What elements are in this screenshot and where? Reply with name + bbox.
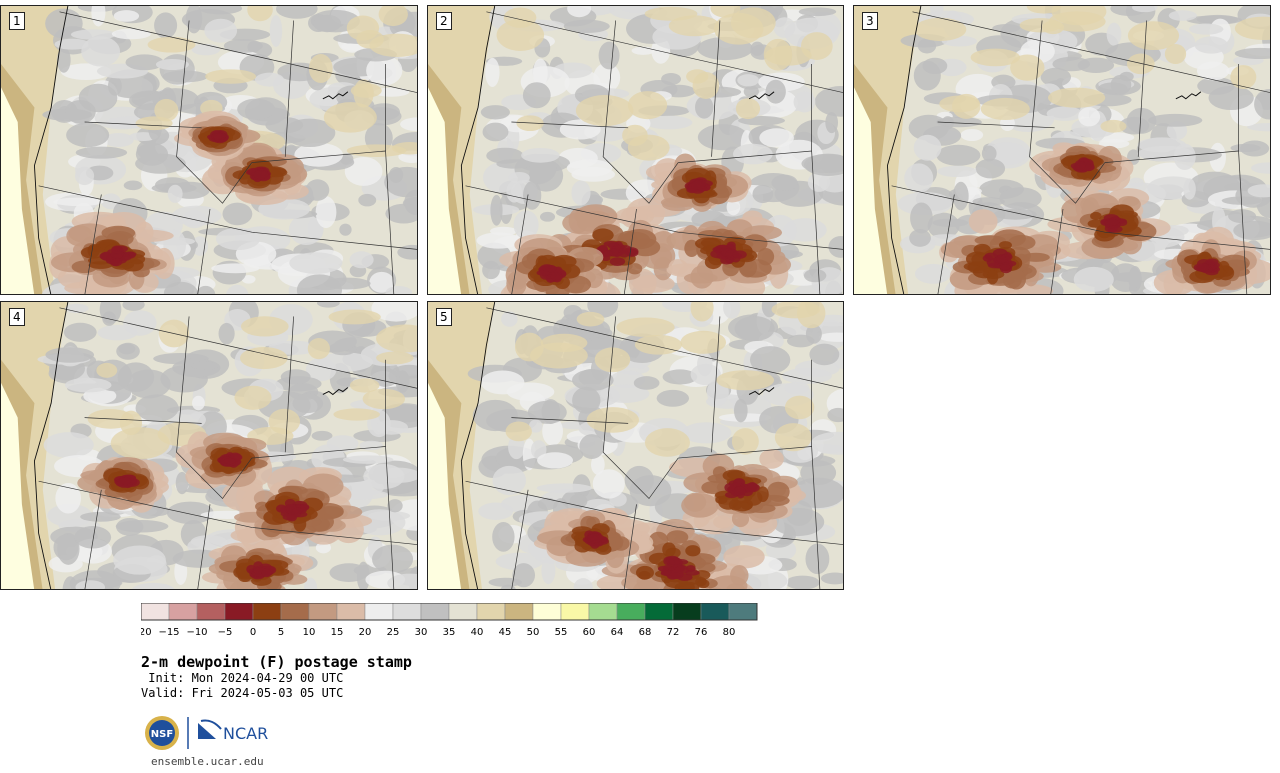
colorbar-swatch [616, 603, 646, 621]
colorbar-swatch [560, 603, 590, 621]
colorbar-swatch [364, 603, 394, 621]
colorbar-swatch [392, 603, 422, 621]
colorbar-tick-label: −15 [158, 627, 179, 638]
colorbar-swatch [700, 603, 730, 621]
colorbar-tick-label: 68 [639, 627, 652, 638]
member-label: 4 [9, 308, 25, 326]
ensemble-member-5-map: 5 [427, 301, 844, 590]
member-label: 2 [436, 12, 452, 30]
valid-time: Valid: Fri 2024-05-03 05 UTC [141, 686, 344, 700]
colorbar-swatch [532, 603, 562, 621]
colorbar-tick-label: 5 [278, 627, 284, 638]
colorbar-swatch [224, 603, 254, 621]
colorbar-tick-label: 80 [723, 627, 736, 638]
colorbar-swatch [336, 603, 366, 621]
colorbar-tick-label: −10 [186, 627, 207, 638]
nsf-logo-text: NSF [151, 729, 173, 740]
dewpoint-colorbar: −20 −15 −10 −5 0 5 10 15 20 25 30 35 40 45 50 55 60 64 68 7… [141, 603, 758, 638]
colorbar-tick-label: 10 [303, 627, 316, 638]
colorbar-tick-label: −5 [218, 627, 233, 638]
ncar-logo-text: NCAR [223, 724, 268, 743]
colorbar-tick-label: 76 [695, 627, 708, 638]
colorbar-tick-label: 0 [250, 627, 256, 638]
colorbar-swatch [672, 603, 702, 621]
site-url: ensemble.ucar.edu [151, 755, 264, 768]
ncar-mark-icon [198, 723, 216, 739]
plot-title: 2-m dewpoint (F) postage stamp [141, 653, 412, 671]
colorbar-tick-label: 72 [667, 627, 680, 638]
colorbar-tick-label: 30 [415, 627, 428, 638]
ensemble-member-3-map: 3 [853, 5, 1271, 295]
colorbar-swatch [196, 603, 226, 621]
colorbar-swatch [504, 603, 534, 621]
colorbar-tick-label: 25 [387, 627, 400, 638]
member-label: 5 [436, 308, 452, 326]
dewpoint-map-4 [1, 302, 417, 589]
member-label: 3 [862, 12, 878, 30]
ensemble-member-1-map: 1 [0, 5, 418, 295]
nsf-ncar-logo: NSF NCAR [145, 716, 268, 750]
colorbar-tick-label: 64 [611, 627, 624, 638]
ensemble-member-2-map: 2 [427, 5, 844, 295]
colorbar-tick-label: 15 [331, 627, 344, 638]
colorbar-tick-label: 50 [527, 627, 540, 638]
colorbar-swatch [728, 603, 758, 621]
colorbar-swatch [420, 603, 450, 621]
colorbar-swatch [476, 603, 506, 621]
dewpoint-map-1 [1, 6, 417, 294]
dewpoint-map-2 [428, 6, 843, 294]
colorbar-tick-label: 20 [359, 627, 372, 638]
colorbar-swatch [588, 603, 618, 621]
ncar-swoosh-icon [200, 719, 222, 730]
colorbar-swatch [280, 603, 310, 621]
init-time: Init: Mon 2024-04-29 00 UTC [141, 671, 344, 685]
colorbar-swatch [168, 603, 198, 621]
colorbar-tick-label: −20 [141, 627, 152, 638]
colorbar-tick-label: 45 [499, 627, 512, 638]
nsf-globe-icon [149, 720, 175, 746]
colorbar-swatch [644, 603, 674, 621]
dewpoint-map-5 [428, 302, 843, 589]
colorbar-swatch [252, 603, 282, 621]
ensemble-member-4-map: 4 [0, 301, 418, 590]
colorbar-tick-label: 35 [443, 627, 456, 638]
colorbar-tick-label: 55 [555, 627, 568, 638]
colorbar-swatch [141, 603, 170, 621]
dewpoint-map-3 [854, 6, 1270, 294]
colorbar-tick-label: 60 [583, 627, 596, 638]
colorbar-swatch [448, 603, 478, 621]
colorbar-swatch [308, 603, 338, 621]
colorbar-tick-label: 40 [471, 627, 484, 638]
member-label: 1 [9, 12, 25, 30]
